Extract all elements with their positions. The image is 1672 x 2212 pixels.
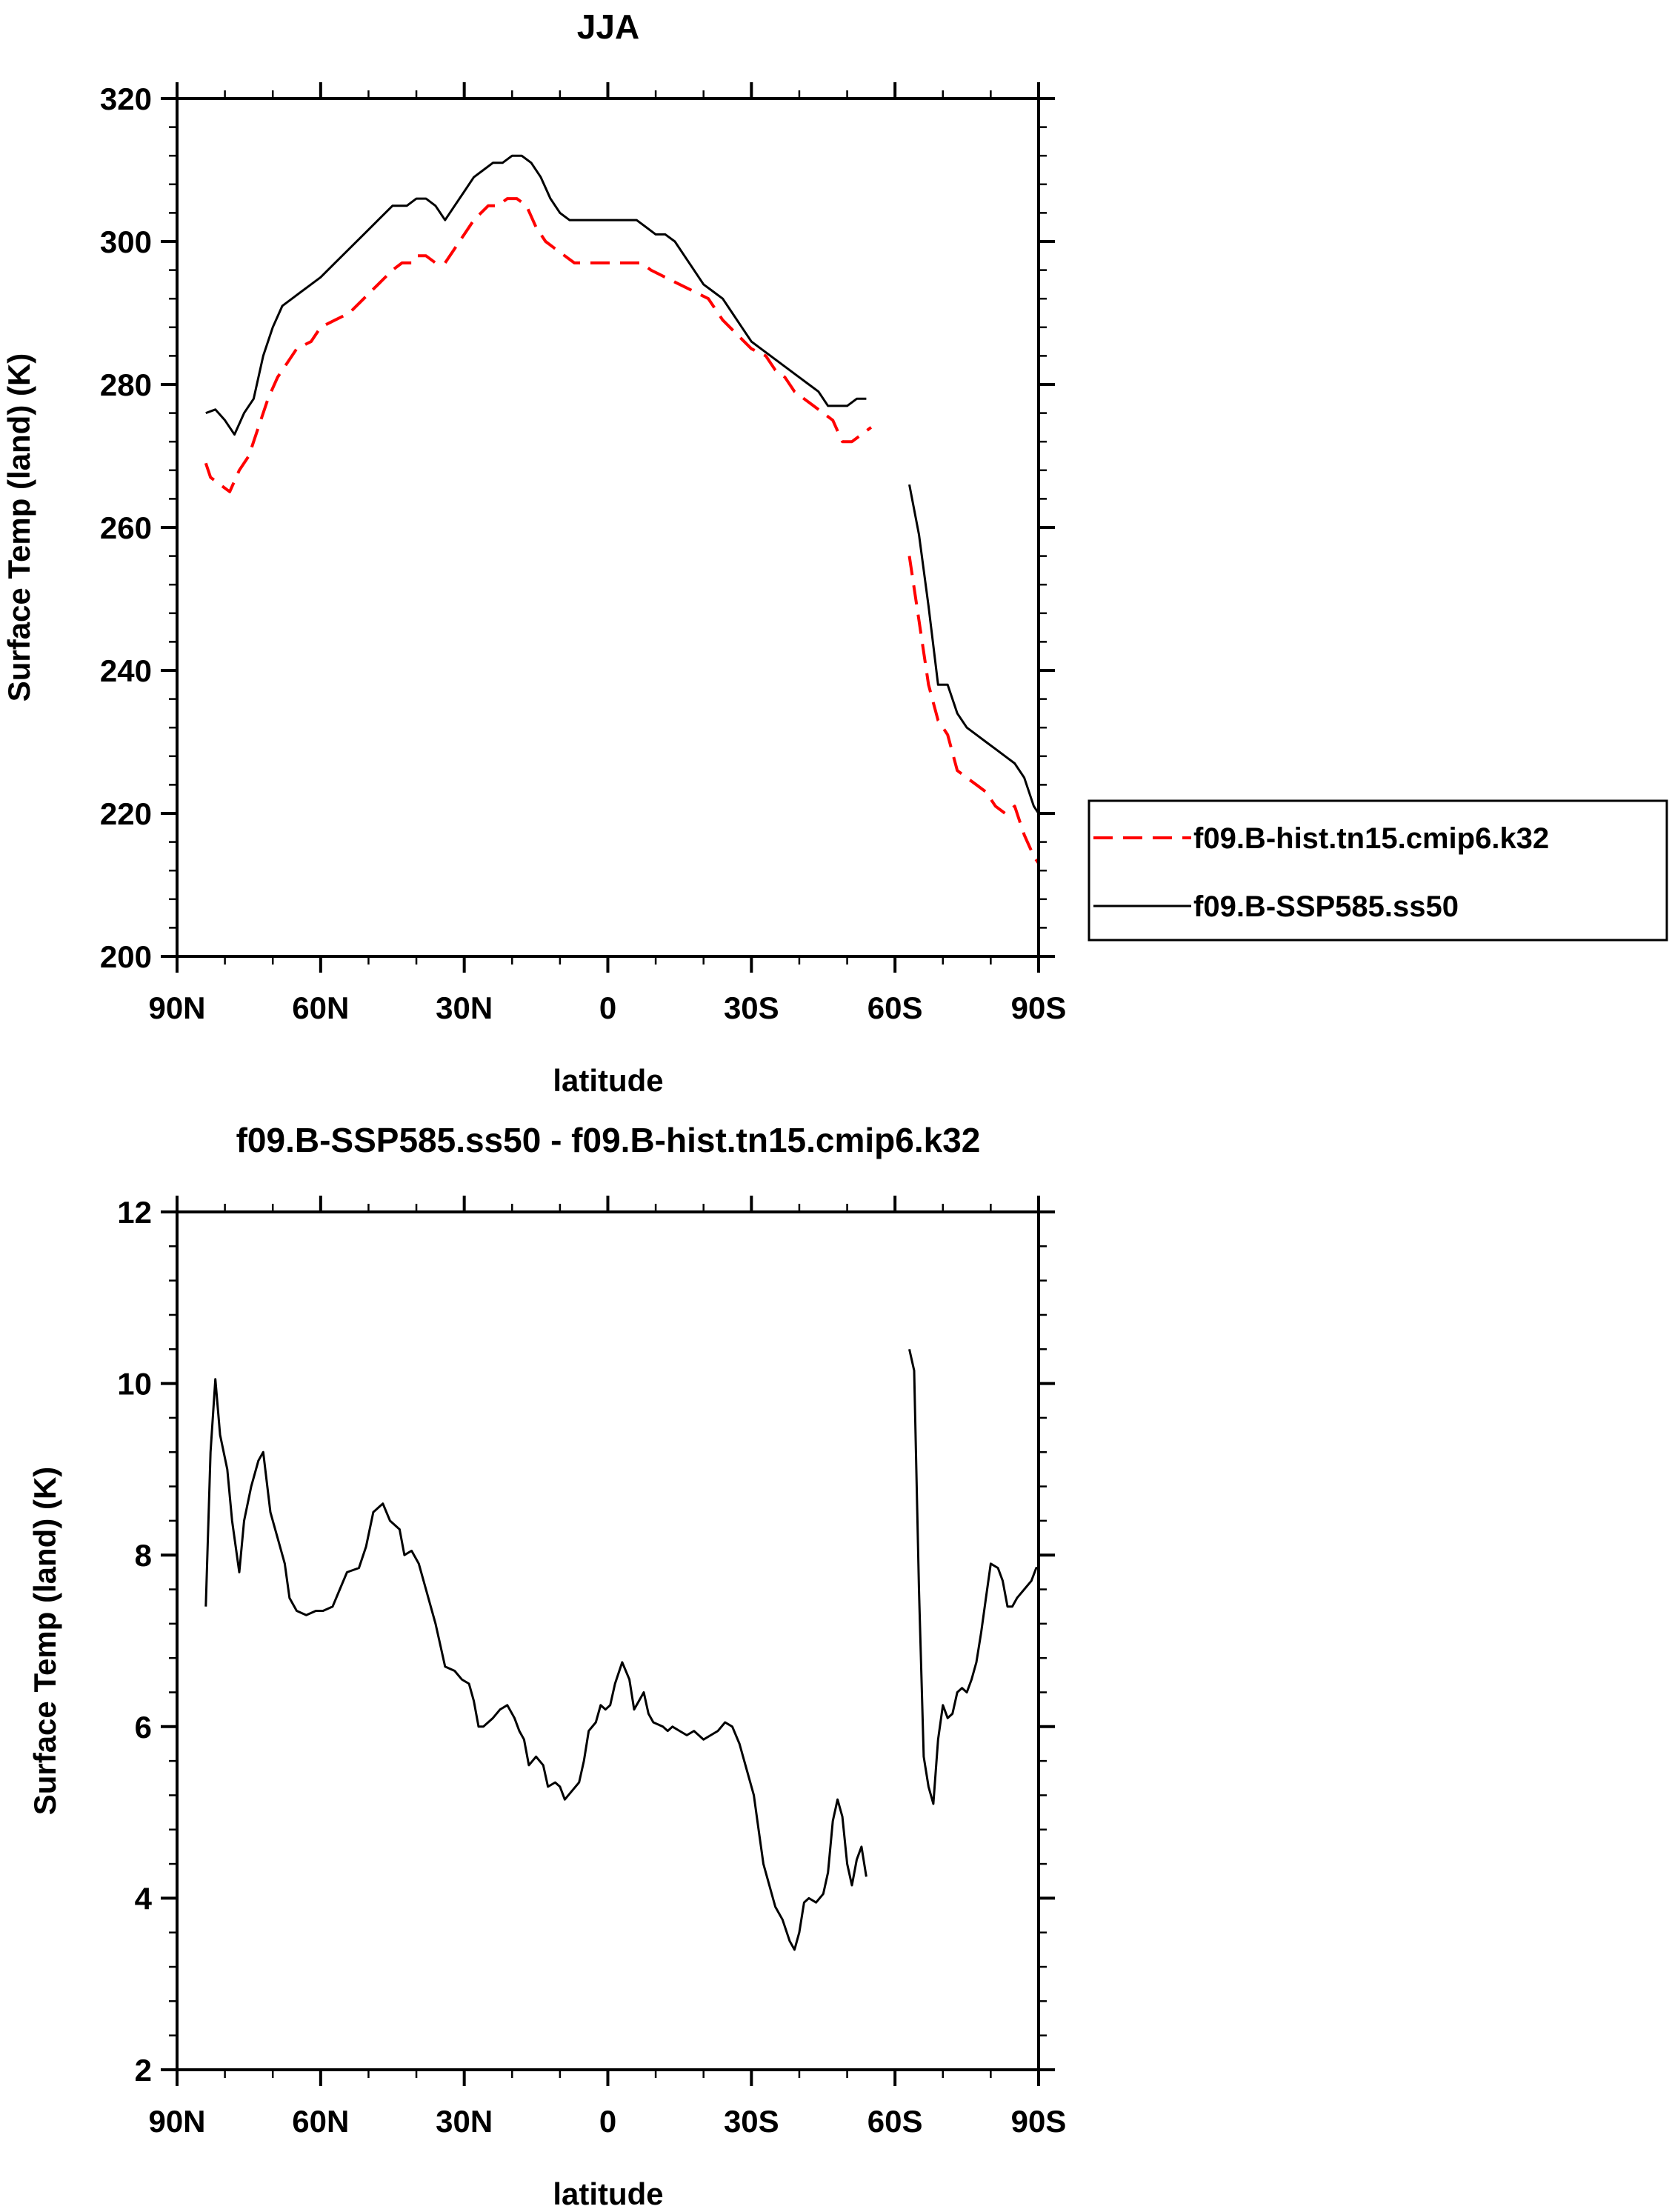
x-tick-label: 90N (148, 990, 205, 1025)
x-tick-label: 90N (148, 2104, 205, 2139)
x-tick-label: 90S (1011, 990, 1067, 1025)
x-tick-label: 30N (436, 990, 493, 1025)
y-axis-label: Surface Temp (land) (K) (1, 353, 36, 702)
difference-panel: f09.B-SSP585.ss50 - f09.B-hist.tn15.cmip… (27, 1121, 1066, 2211)
y-tick-label: 320 (100, 81, 152, 116)
y-tick-label: 8 (135, 1538, 152, 1573)
panel-title: f09.B-SSP585.ss50 - f09.B-hist.tn15.cmip… (236, 1121, 981, 1159)
tick-marks (161, 82, 1055, 973)
plot-frame (176, 1210, 1040, 2071)
minor-ticks (169, 1204, 1047, 2078)
tick-marks (161, 1196, 1055, 2086)
y-axis-label: Surface Temp (land) (K) (27, 1467, 62, 1816)
series-line-f09-b-ssp585-ss50-segment-2 (908, 484, 1040, 814)
x-tick-label: 60N (292, 2104, 349, 2139)
x-tick-label: 0 (599, 2104, 616, 2139)
x-axis-label: latitude (553, 2176, 663, 2211)
legend-label-hist: f09.B-hist.tn15.cmip6.k32 (1193, 822, 1549, 855)
panel-title: JJA (577, 7, 639, 46)
series-line-difference-segment-1 (204, 1378, 867, 1951)
y-tick-label: 240 (100, 653, 152, 688)
series-line-f09-b-hist-tn15-cmip6-k32-segment-2 (907, 556, 1040, 865)
x-tick-label: 30S (724, 2104, 779, 2139)
series-line-f09-b-ssp585-ss50-segment-1 (205, 154, 867, 436)
legend: f09.B-hist.tn15.cmip6.k32 f09.B-SSP585.s… (1088, 799, 1668, 942)
temperature-panel: JJA 90N 60N 30N 0 30S 60S 90S 200 220 240 260 280 30… (1, 7, 1066, 1098)
x-tick-label: 90S (1011, 2104, 1067, 2139)
y-tick-label: 260 (100, 510, 152, 545)
x-tick-label: 30S (724, 990, 779, 1025)
legend-label-ssp585: f09.B-SSP585.ss50 (1193, 890, 1459, 923)
y-tick-label: 12 (117, 1195, 152, 1230)
minor-ticks (169, 90, 1047, 965)
y-tick-label: 4 (135, 1881, 153, 1916)
series-line-f09-b-hist-tn15-cmip6-k32-segment-1 (204, 197, 873, 493)
x-tick-label: 60N (292, 990, 349, 1025)
tick-labels: 90N 60N 30N 0 30S 60S 90S 200 220 240 260 280 300 320 (100, 81, 1066, 1025)
y-tick-label: 2 (135, 2053, 152, 2088)
series-group (204, 1348, 1039, 1951)
y-tick-label: 10 (117, 1367, 152, 1402)
y-tick-label: 220 (100, 796, 152, 831)
x-axis-label: latitude (553, 1063, 663, 1098)
y-tick-label: 6 (135, 1710, 152, 1745)
tick-labels: 90N 60N 30N 0 30S 60S 90S 2 4 6 8 10 12 (117, 1195, 1066, 2139)
plot-frame (176, 97, 1040, 958)
y-tick-label: 300 (100, 224, 152, 259)
series-line-difference-segment-2 (908, 1348, 1039, 1805)
y-tick-label: 200 (100, 939, 152, 974)
x-tick-label: 60S (867, 990, 923, 1025)
x-tick-label: 30N (436, 2104, 493, 2139)
legend-box (1088, 799, 1668, 942)
x-tick-label: 60S (867, 2104, 923, 2139)
series-group (204, 154, 1040, 865)
x-tick-label: 0 (599, 990, 616, 1025)
y-tick-label: 280 (100, 367, 152, 402)
